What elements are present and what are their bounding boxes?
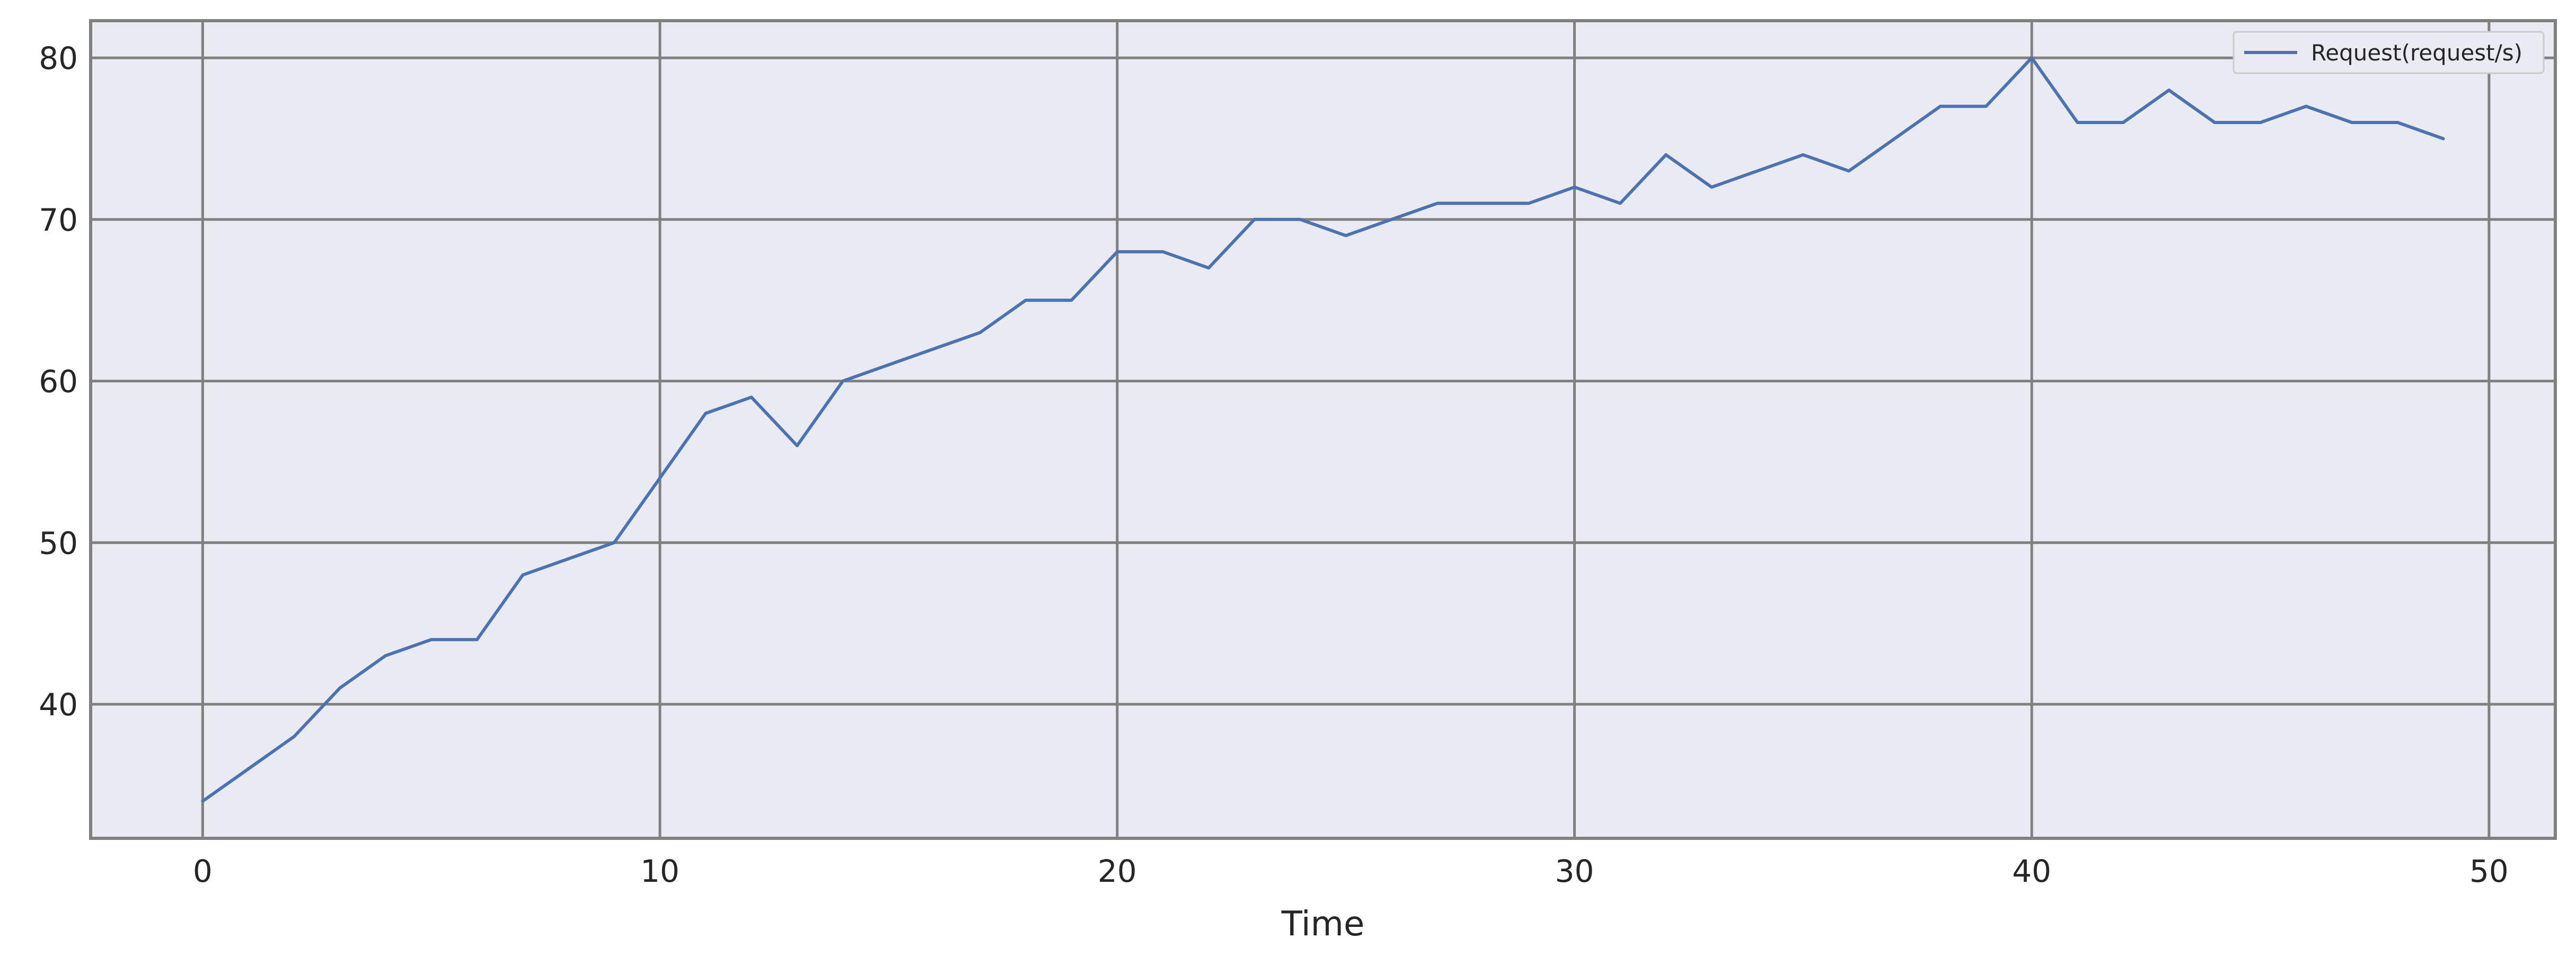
data-point <box>1892 137 1896 141</box>
legend[interactable]: Request(request/s) <box>2233 31 2545 74</box>
y-tick-label: 70 <box>39 202 78 238</box>
data-point <box>1709 185 1714 189</box>
data-point <box>1847 169 1851 173</box>
data-point <box>292 734 296 739</box>
data-point <box>1298 217 1302 222</box>
data-point <box>200 799 205 803</box>
data-point <box>703 411 708 416</box>
data-point <box>1938 104 1943 109</box>
data-point <box>1344 233 1348 238</box>
x-tick-label: 30 <box>1555 853 1594 889</box>
data-point <box>2441 137 2446 141</box>
x-tick-label: 0 <box>193 853 213 889</box>
data-point <box>2395 120 2399 125</box>
y-tick-label: 80 <box>39 40 78 76</box>
data-point <box>1664 153 1668 157</box>
data-point <box>1206 266 1211 270</box>
data-point <box>2167 88 2171 92</box>
data-point <box>1481 201 1485 205</box>
data-point <box>658 476 662 480</box>
data-point <box>2212 120 2217 125</box>
legend-box <box>2233 31 2545 74</box>
data-point <box>1618 201 1622 205</box>
data-point <box>795 444 799 448</box>
data-point <box>2030 56 2034 60</box>
data-point <box>978 330 982 335</box>
series-layer <box>200 56 2446 803</box>
data-point <box>383 654 387 658</box>
series-line <box>201 56 2445 803</box>
legend-label: Request(request/s) <box>2311 40 2522 66</box>
data-point <box>841 379 845 383</box>
data-point <box>1755 169 1760 173</box>
data-point <box>1984 104 1988 109</box>
data-point <box>749 395 754 399</box>
data-point <box>2304 104 2308 109</box>
data-point <box>567 557 571 561</box>
data-point <box>932 347 937 351</box>
data-point <box>521 573 525 577</box>
y-tick-label: 40 <box>39 687 78 723</box>
y-tick-label: 60 <box>39 364 78 400</box>
tick-labels: 0 10 20 30 40 50 40 50 60 70 80 <box>39 40 2509 889</box>
data-point <box>1573 185 1577 189</box>
data-point <box>475 637 479 642</box>
data-point <box>1435 201 1440 205</box>
data-point <box>2076 120 2080 125</box>
data-point <box>886 363 890 367</box>
data-point <box>1115 250 1119 254</box>
data-point <box>1527 201 1531 205</box>
x-axis-title: Time <box>1281 905 1365 944</box>
data-point <box>1389 217 1393 222</box>
x-tick-label: 50 <box>2469 853 2509 889</box>
y-tick-label: 50 <box>39 525 78 561</box>
data-point <box>2121 120 2125 125</box>
data-point <box>429 637 434 642</box>
x-tick-label: 10 <box>640 853 680 889</box>
x-tick-label: 20 <box>1098 853 1137 889</box>
data-point <box>1024 298 1028 302</box>
data-point <box>246 767 251 771</box>
grid-lines <box>91 21 2555 838</box>
x-tick-label: 40 <box>2012 853 2051 889</box>
data-point <box>1070 298 1074 302</box>
plot-frame <box>89 19 2557 840</box>
data-point <box>338 686 342 690</box>
data-point <box>2350 120 2354 125</box>
plot-background <box>91 21 2555 838</box>
data-point <box>1161 250 1165 254</box>
data-point <box>2259 120 2263 125</box>
data-point <box>612 540 616 545</box>
data-point <box>1801 153 1805 157</box>
data-point <box>1252 217 1257 222</box>
